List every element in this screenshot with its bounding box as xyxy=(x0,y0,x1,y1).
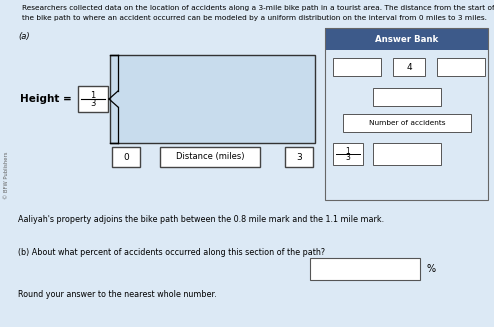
Text: Researchers collected data on the location of accidents along a 3-mile bike path: Researchers collected data on the locati… xyxy=(22,5,494,11)
Bar xyxy=(437,58,485,76)
Text: © BFW Publishers: © BFW Publishers xyxy=(4,151,9,199)
Bar xyxy=(160,147,260,167)
Text: Height =: Height = xyxy=(20,94,72,104)
Text: (a): (a) xyxy=(18,32,30,41)
Bar xyxy=(333,58,381,76)
Bar xyxy=(373,88,441,106)
Bar xyxy=(343,114,471,132)
Text: 3: 3 xyxy=(90,98,96,108)
Text: (b) About what percent of accidents occurred along this section of the path?: (b) About what percent of accidents occu… xyxy=(18,248,325,257)
Text: Number of accidents: Number of accidents xyxy=(369,120,445,126)
Bar xyxy=(110,55,315,143)
Text: 0: 0 xyxy=(123,152,129,162)
Bar xyxy=(373,143,441,165)
Bar xyxy=(310,258,420,280)
Bar xyxy=(333,143,363,165)
Bar xyxy=(78,86,108,112)
Text: 1: 1 xyxy=(346,146,350,156)
Text: Answer Bank: Answer Bank xyxy=(375,35,438,43)
Text: 4: 4 xyxy=(406,62,412,72)
Bar xyxy=(325,28,488,200)
Text: the bike path to where an accident occurred can be modeled by a uniform distribu: the bike path to where an accident occur… xyxy=(22,15,487,21)
Text: 1: 1 xyxy=(90,91,96,99)
Text: Round your answer to the nearest whole number.: Round your answer to the nearest whole n… xyxy=(18,290,217,299)
Bar xyxy=(325,28,488,50)
Text: Aaliyah's property adjoins the bike path between the 0.8 mile mark and the 1.1 m: Aaliyah's property adjoins the bike path… xyxy=(18,215,384,224)
Bar xyxy=(393,58,425,76)
Bar xyxy=(112,147,140,167)
Bar xyxy=(285,147,313,167)
Text: 3: 3 xyxy=(296,152,302,162)
Text: %: % xyxy=(426,264,435,274)
Text: Distance (miles): Distance (miles) xyxy=(176,152,244,162)
Text: 3: 3 xyxy=(346,152,350,162)
